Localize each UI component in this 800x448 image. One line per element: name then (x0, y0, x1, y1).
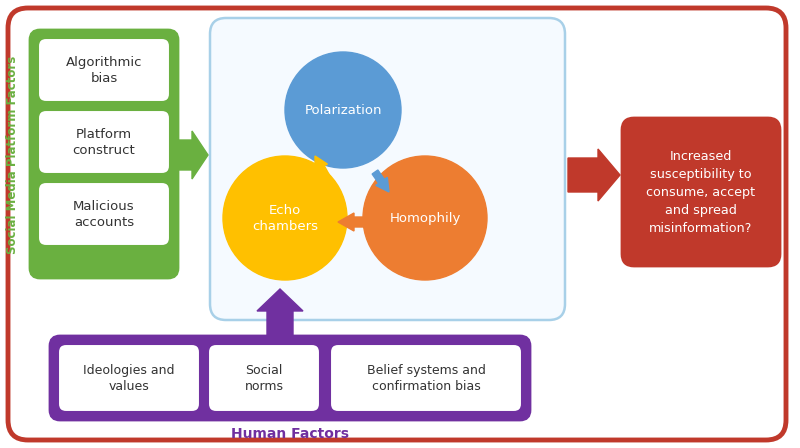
FancyBboxPatch shape (208, 344, 320, 412)
FancyArrow shape (315, 156, 330, 180)
Text: Social Media Platform Factors: Social Media Platform Factors (6, 56, 18, 254)
FancyBboxPatch shape (8, 8, 786, 440)
FancyArrow shape (568, 149, 620, 201)
Text: Echo
chambers: Echo chambers (252, 203, 318, 233)
FancyArrow shape (178, 131, 208, 179)
FancyBboxPatch shape (330, 344, 522, 412)
Text: Malicious
accounts: Malicious accounts (73, 199, 135, 228)
FancyBboxPatch shape (38, 38, 170, 102)
Circle shape (223, 156, 347, 280)
FancyArrow shape (338, 213, 368, 231)
Text: Human Factors: Human Factors (231, 427, 349, 441)
Text: Increased
susceptibility to
consume, accept
and spread
misinformation?: Increased susceptibility to consume, acc… (646, 150, 755, 234)
FancyBboxPatch shape (210, 18, 565, 320)
Circle shape (285, 52, 401, 168)
Text: Polarization: Polarization (304, 103, 382, 116)
FancyBboxPatch shape (30, 30, 178, 278)
FancyBboxPatch shape (50, 336, 530, 420)
Text: Homophily: Homophily (390, 211, 461, 224)
Text: Algorithmic
bias: Algorithmic bias (66, 56, 142, 85)
Circle shape (363, 156, 487, 280)
Text: Platform
construct: Platform construct (73, 128, 135, 156)
FancyBboxPatch shape (622, 118, 780, 266)
Text: Ideologies and
values: Ideologies and values (83, 363, 174, 392)
FancyArrow shape (257, 289, 303, 335)
FancyArrow shape (372, 170, 389, 192)
Text: Belief systems and
confirmation bias: Belief systems and confirmation bias (366, 363, 486, 392)
FancyBboxPatch shape (58, 344, 200, 412)
Text: Social
norms: Social norms (245, 363, 283, 392)
FancyBboxPatch shape (38, 110, 170, 174)
FancyBboxPatch shape (38, 182, 170, 246)
